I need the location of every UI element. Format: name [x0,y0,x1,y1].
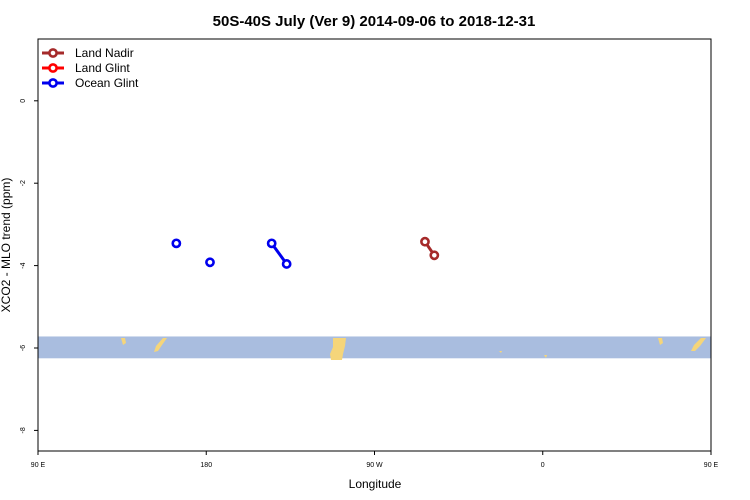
legend-item: Land Nadir [42,46,134,60]
series-layer [171,236,440,269]
x-axis: 90 E 180 90 W 0 90 E [31,451,719,469]
data-point [266,238,277,249]
data-point [429,250,440,261]
land-shape [544,355,547,358]
y-axis-label: XCO2 - MLO trend (ppm) [0,178,13,313]
legend-label: Land Glint [75,61,130,75]
ocean-band [38,336,711,359]
data-point [205,257,215,268]
land-shape [121,338,126,345]
x-tick-label: 0 [541,462,545,469]
data-point [171,238,182,249]
land-shape [658,338,663,345]
data-point [420,236,430,247]
chart-title: 50S-40S July (Ver 9) 2014-09-06 to 2018-… [213,13,536,30]
land-shape [330,338,346,360]
series-ocean-glint [171,238,292,269]
x-tick-label: 90 W [366,462,383,469]
legend-label: Land Nadir [75,46,134,60]
y-tick-label: -6 [20,345,27,351]
y-tick-label: -2 [20,180,27,186]
legend-label: Ocean Glint [75,76,139,90]
x-axis-label: Longitude [349,477,402,491]
x-tick-label: 180 [200,462,212,469]
land-shape [691,338,706,351]
legend-item: Land Glint [42,61,130,75]
legend-swatch-marker [48,48,58,58]
y-tick-label: -4 [20,262,27,268]
plot-frame [37,38,712,452]
legend-item: Ocean Glint [42,76,139,90]
series-land-nadir [420,236,440,261]
map-band [38,336,711,360]
legend-swatch-marker [48,63,58,73]
data-point [281,259,292,269]
x-tick-label: 90 E [31,462,46,469]
land-shape [154,338,167,352]
y-tick-label: -8 [20,427,27,433]
y-tick-label: 0 [20,99,27,103]
x-tick-label: 90 E [704,462,719,469]
y-axis: 0 -2 -4 -6 -8 [20,99,38,434]
legend-swatch-marker [48,78,58,88]
land-shape [499,351,502,353]
